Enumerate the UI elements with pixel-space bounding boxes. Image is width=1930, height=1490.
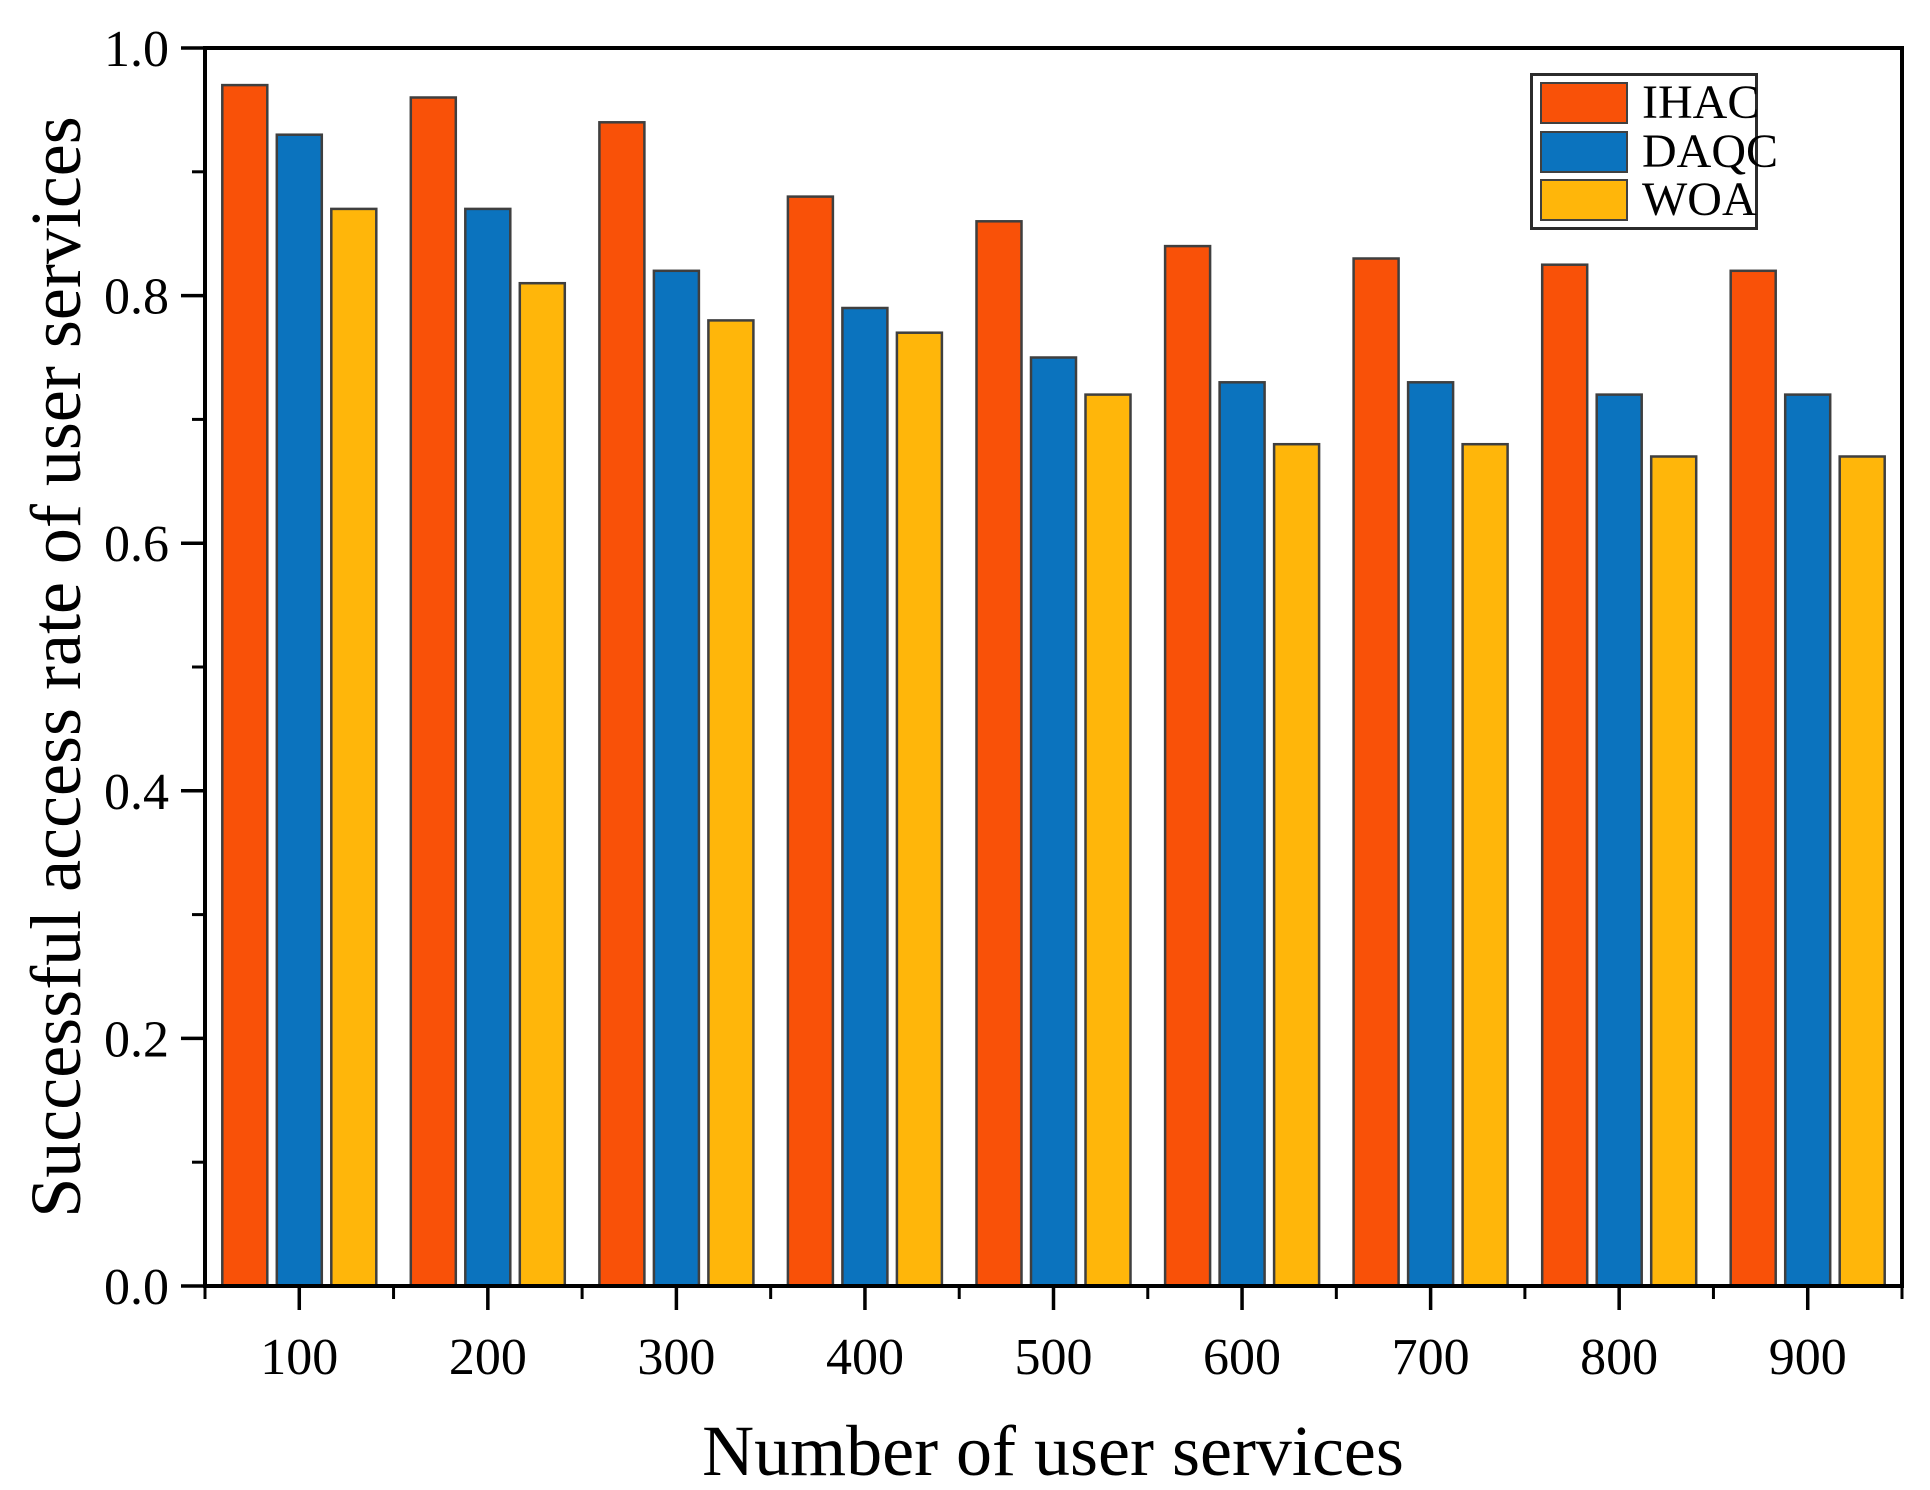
y-tick-label: 0.6	[104, 516, 169, 573]
x-tick-label: 400	[826, 1329, 904, 1386]
bar-WOA-500	[1084, 393, 1132, 1288]
x-tick-label: 800	[1580, 1329, 1658, 1386]
bar-DAQC-100	[275, 133, 324, 1288]
bar-IHAC-100	[221, 83, 269, 1288]
bar-WOA-200	[518, 281, 567, 1288]
x-tick-label: 900	[1769, 1329, 1847, 1386]
y-tick-label: 0.0	[104, 1259, 169, 1316]
y-tick-label: 0.2	[104, 1011, 169, 1068]
legend-label-daqc: DAQC	[1642, 124, 1779, 178]
legend-label-ihac: IHAC	[1642, 76, 1760, 130]
x-tick-label: 300	[637, 1329, 715, 1386]
bar-DAQC-800	[1595, 393, 1643, 1288]
bar-IHAC-900	[1729, 269, 1777, 1288]
y-axis-title: Successful access rate of user services	[16, 116, 96, 1218]
plot-frame	[203, 46, 1904, 1288]
legend-swatch-daqc	[1540, 130, 1628, 173]
bar-WOA-400	[895, 331, 944, 1288]
bar-IHAC-500	[975, 220, 1023, 1288]
legend-swatch-ihac	[1540, 82, 1628, 125]
bar-DAQC-900	[1783, 393, 1832, 1288]
bar-WOA-900	[1838, 455, 1886, 1288]
x-axis-title: Number of user services	[702, 1411, 1404, 1490]
bar-WOA-300	[707, 319, 755, 1288]
bar-IHAC-800	[1540, 263, 1589, 1288]
legend-item-woa: WOA	[1540, 172, 1757, 226]
bar-DAQC-600	[1218, 381, 1266, 1288]
x-tick-label: 500	[1015, 1329, 1093, 1386]
bar-DAQC-200	[464, 207, 512, 1288]
x-tick-label: 600	[1203, 1329, 1281, 1386]
bar-IHAC-200	[409, 96, 458, 1288]
x-tick-label: 200	[449, 1329, 527, 1386]
bar-DAQC-500	[1029, 356, 1078, 1288]
bar-DAQC-400	[841, 306, 889, 1288]
bar-IHAC-600	[1163, 244, 1212, 1288]
bar-DAQC-300	[652, 269, 701, 1288]
bar-IHAC-300	[598, 121, 646, 1288]
bar-WOA-800	[1649, 455, 1698, 1288]
legend-swatch-woa	[1540, 178, 1628, 221]
x-tick-label: 700	[1392, 1329, 1470, 1386]
legend: IHAC DAQC WOA	[1530, 73, 1778, 230]
bar-DAQC-700	[1406, 381, 1455, 1288]
bar-WOA-100	[330, 207, 378, 1288]
y-tick-label: 0.8	[104, 269, 169, 326]
bar-IHAC-700	[1352, 257, 1400, 1288]
bar-WOA-700	[1461, 442, 1509, 1288]
x-tick-label: 100	[260, 1329, 338, 1386]
legend-label-woa: WOA	[1642, 172, 1757, 226]
legend-item-ihac: IHAC	[1540, 79, 1759, 127]
bar-IHAC-400	[786, 195, 835, 1288]
bar-WOA-600	[1272, 442, 1321, 1288]
y-tick-label: 1.0	[104, 21, 169, 78]
legend-item-daqc: DAQC	[1540, 127, 1778, 175]
y-tick-label: 0.4	[104, 764, 169, 821]
